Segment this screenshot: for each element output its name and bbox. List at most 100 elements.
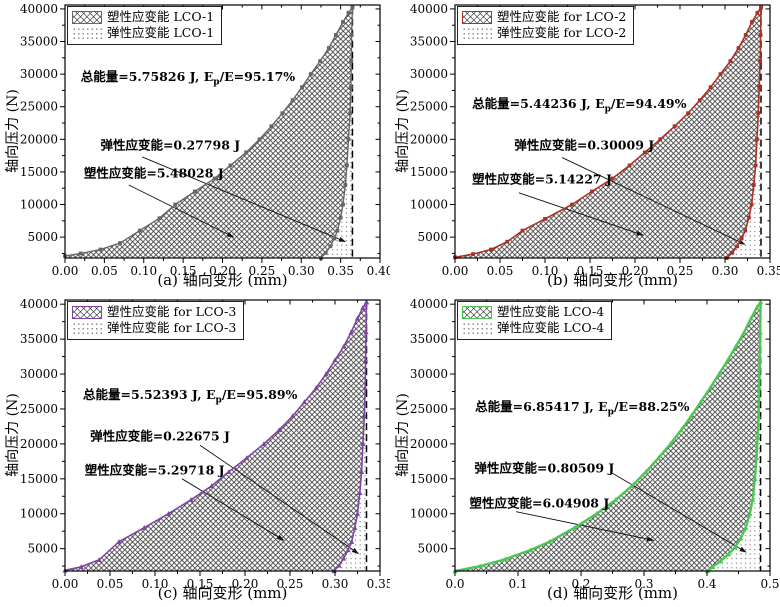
legend-label-plastic: 塑性应变能 for LCO-3 bbox=[107, 304, 237, 319]
data-point-marker bbox=[725, 357, 731, 363]
x-tick-label: 0.10 bbox=[532, 264, 559, 278]
data-point-marker bbox=[188, 497, 194, 502]
y-tick-label: 20000 bbox=[410, 132, 448, 146]
x-tick-label: 0.10 bbox=[130, 264, 157, 278]
data-point-marker bbox=[334, 33, 338, 37]
subplot-a: 5000 10000 15000 20000 25000 30000 35000 40000 0… bbox=[0, 0, 390, 295]
data-point-marker bbox=[349, 33, 354, 37]
data-point-marker bbox=[269, 124, 274, 129]
y-axis-title: 轴向压力 (N) bbox=[395, 89, 411, 173]
legend-label-plastic: 塑性应变能 for LCO-2 bbox=[497, 9, 627, 24]
x-axis-title: (d) 轴向变形 (mm) bbox=[547, 584, 678, 602]
data-point-marker bbox=[343, 183, 348, 187]
legend-item-elastic: 弹性应变能 for LCO-2 bbox=[462, 25, 626, 41]
y-tick-label: 35000 bbox=[20, 35, 58, 49]
y-tick-label: 30000 bbox=[410, 67, 448, 81]
plastic-energy-region bbox=[455, 302, 761, 571]
elastic-annotation-arrow bbox=[142, 156, 347, 243]
data-point-marker bbox=[589, 189, 594, 194]
y-tick-label: 5000 bbox=[27, 542, 58, 556]
data-point-marker bbox=[733, 343, 739, 349]
x-tick-label: 0.1 bbox=[508, 577, 527, 591]
data-point-marker bbox=[338, 215, 343, 220]
data-point-marker bbox=[672, 124, 677, 129]
plastic-energy-region bbox=[65, 7, 353, 258]
legend-label-elastic: 弹性应变能 LCO-1 bbox=[107, 25, 215, 41]
total-energy-text: 总能量=5.75826 J, E bbox=[80, 69, 214, 85]
data-point-marker bbox=[363, 299, 370, 305]
data-point-marker bbox=[118, 241, 123, 245]
data-point-marker bbox=[290, 413, 296, 419]
data-point-marker bbox=[686, 111, 690, 116]
subscript-p: p bbox=[604, 104, 611, 115]
data-point-marker bbox=[743, 228, 748, 233]
data-point-marker bbox=[710, 564, 716, 570]
data-point-marker bbox=[718, 72, 723, 77]
data-point-marker bbox=[743, 33, 748, 37]
plot-canvas-a: 5000 10000 15000 20000 25000 30000 35000 40000 0… bbox=[20, 2, 390, 278]
plot-canvas-d: 5000 10000 15000 20000 25000 30000 35000 40000 0… bbox=[410, 297, 780, 591]
legend-item-plastic: 塑性应变能 LCO-4 bbox=[462, 304, 604, 320]
data-point-marker bbox=[716, 371, 722, 377]
data-point-marker bbox=[363, 329, 369, 335]
data-point-marker bbox=[276, 427, 282, 433]
data-point-marker bbox=[738, 535, 744, 541]
legend-b: 塑性应变能 for LCO-2 弹性应变能 for LCO-2 bbox=[457, 6, 635, 45]
total-energy-annotation: 总能量=5.44236 J, Ep/E=94.49% bbox=[472, 93, 686, 115]
data-point-marker bbox=[261, 441, 267, 447]
x-tick-label: 0.35 bbox=[367, 577, 390, 591]
y-tick-label: 15000 bbox=[20, 165, 58, 179]
legend-label-plastic: 塑性应变能 LCO-1 bbox=[107, 9, 215, 24]
data-point-marker bbox=[357, 490, 363, 495]
elastic-annotation-arrow bbox=[612, 472, 747, 553]
x-tick-label: 0.15 bbox=[577, 264, 604, 278]
data-point-marker bbox=[756, 385, 762, 391]
x-tick-label: 0.0 bbox=[445, 577, 464, 591]
data-point-marker bbox=[332, 236, 337, 241]
data-point-marker bbox=[502, 556, 508, 562]
plastic-annotation-arrow bbox=[128, 184, 235, 238]
x-axis-title: (c) 轴向变形 (mm) bbox=[157, 584, 288, 602]
data-point-marker bbox=[332, 357, 338, 363]
data-point-marker bbox=[747, 511, 753, 516]
data-point-marker bbox=[362, 385, 368, 391]
data-point-marker bbox=[157, 216, 162, 221]
total-energy-ratio: /E=95.89% bbox=[221, 387, 298, 403]
legend-item-plastic: 塑性应变能 LCO-1 bbox=[72, 9, 214, 25]
data-point-marker bbox=[226, 469, 232, 475]
x-tick-label: 0.4 bbox=[697, 577, 716, 591]
legend-item-elastic: 弹性应变能 LCO-1 bbox=[72, 25, 214, 41]
data-point-marker bbox=[341, 20, 345, 24]
y-tick-label: 10000 bbox=[410, 507, 448, 521]
x-tick-label: 0.35 bbox=[327, 264, 354, 278]
data-point-marker bbox=[658, 137, 663, 142]
data-point-marker bbox=[755, 413, 762, 419]
plastic-annotation-arrow bbox=[518, 192, 644, 236]
data-point-marker bbox=[165, 511, 172, 516]
legend-label-elastic: 弹性应变能 LCO-4 bbox=[497, 320, 605, 336]
x-tick-label: 0.20 bbox=[622, 264, 649, 278]
legend-label-elastic: 弹性应变能 for LCO-3 bbox=[107, 320, 237, 336]
data-point-marker bbox=[756, 111, 761, 116]
data-point-marker bbox=[141, 524, 147, 530]
data-point-marker bbox=[361, 413, 367, 419]
data-point-marker bbox=[173, 202, 178, 207]
elastic-dots-swatch bbox=[72, 321, 102, 335]
data-point-marker bbox=[354, 511, 361, 516]
data-point-marker bbox=[754, 304, 760, 310]
data-point-marker bbox=[290, 98, 295, 103]
plastic-energy-region bbox=[455, 7, 761, 258]
legend-label-plastic: 塑性应变能 LCO-4 bbox=[497, 304, 605, 319]
data-point-marker bbox=[753, 163, 758, 168]
data-point-marker bbox=[520, 228, 525, 233]
total-energy-text: 总能量=5.52393 J, E bbox=[83, 387, 216, 403]
data-point-marker bbox=[193, 189, 197, 194]
data-point-marker bbox=[346, 10, 351, 15]
y-tick-label: 35000 bbox=[410, 332, 448, 346]
data-point-marker bbox=[137, 228, 142, 233]
y-tick-label: 20000 bbox=[20, 132, 58, 146]
data-point-marker bbox=[707, 385, 713, 391]
x-tick-label: 0.05 bbox=[487, 264, 514, 278]
y-tick-label: 5000 bbox=[417, 230, 448, 244]
